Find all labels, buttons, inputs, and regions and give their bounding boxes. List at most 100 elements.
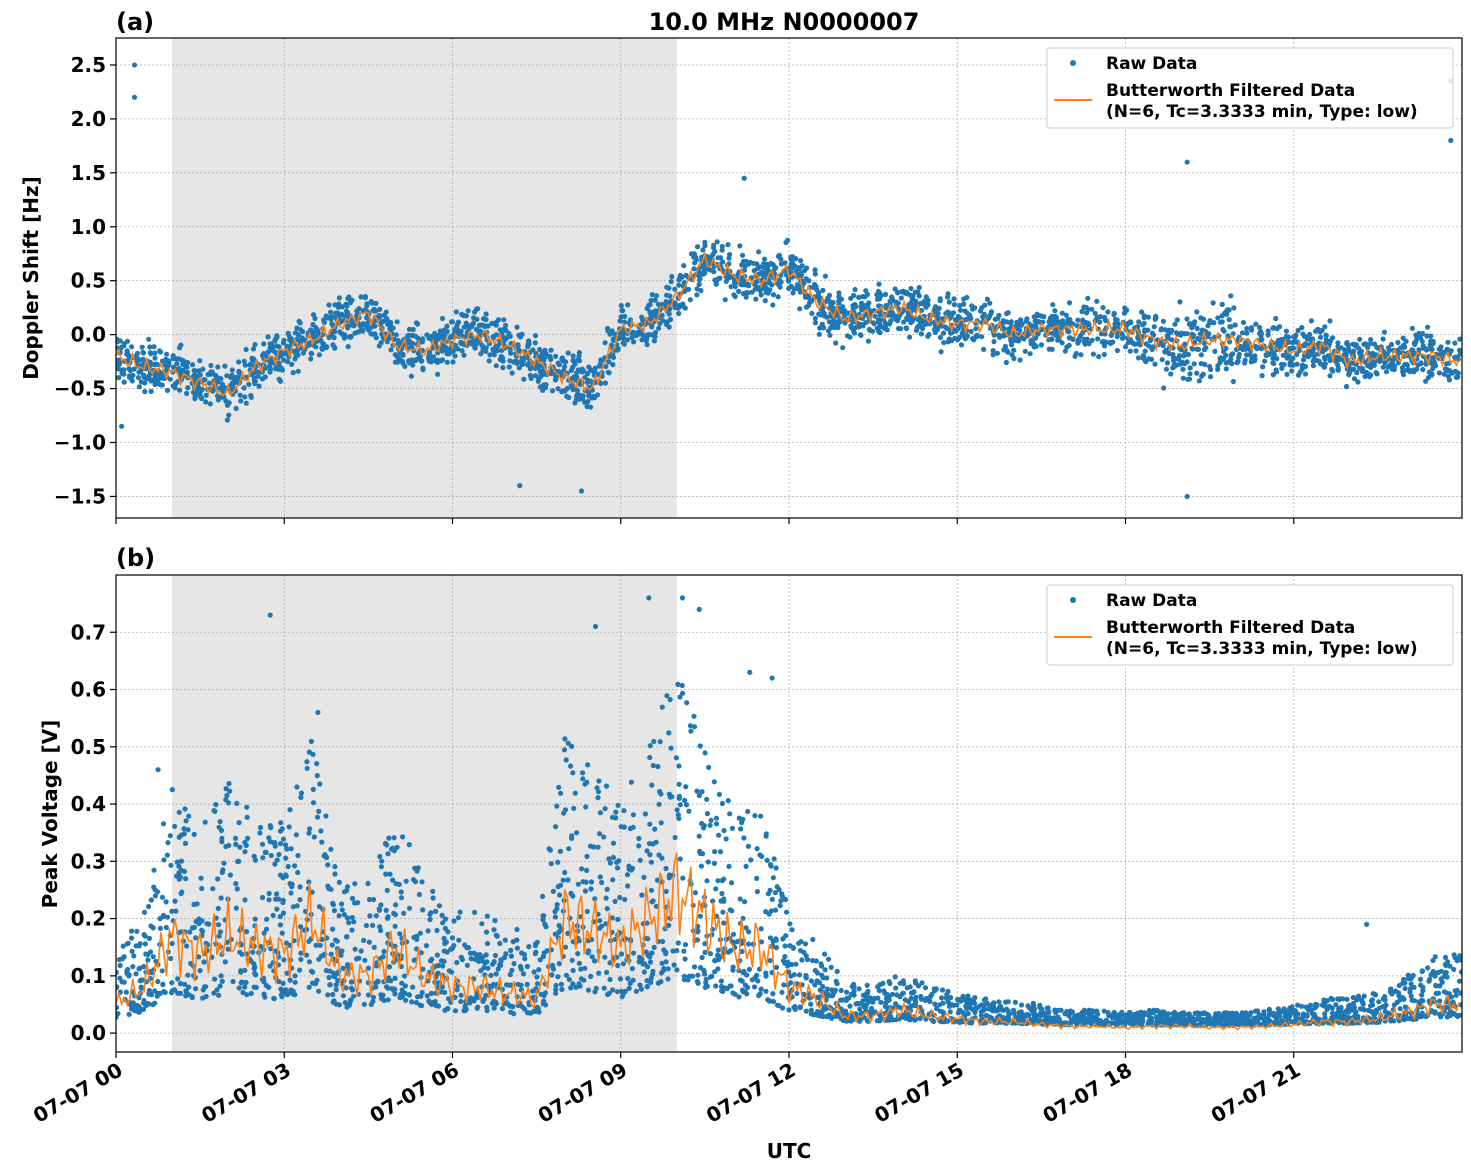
raw-data-point bbox=[618, 951, 625, 957]
raw-data-point bbox=[625, 976, 631, 982]
raw-data-point bbox=[439, 348, 445, 354]
raw-data-point bbox=[297, 327, 304, 333]
raw-data-point bbox=[981, 346, 987, 352]
raw-data-point bbox=[388, 347, 394, 353]
raw-data-point bbox=[540, 893, 546, 900]
raw-data-point bbox=[622, 896, 628, 903]
raw-data-point bbox=[304, 759, 310, 765]
raw-data-point bbox=[1372, 358, 1378, 364]
raw-data-point bbox=[449, 935, 456, 941]
raw-data-point bbox=[1290, 355, 1296, 361]
raw-data-point bbox=[1033, 325, 1039, 331]
raw-data-point bbox=[736, 288, 742, 294]
raw-data-point bbox=[537, 346, 543, 353]
raw-data-point bbox=[148, 388, 154, 394]
raw-data-point bbox=[562, 388, 568, 394]
raw-data-point bbox=[910, 990, 916, 996]
raw-data-point bbox=[825, 956, 832, 962]
raw-data-point bbox=[252, 341, 258, 348]
raw-data-point bbox=[685, 286, 692, 292]
raw-data-point bbox=[292, 356, 298, 362]
raw-data-point bbox=[620, 333, 626, 339]
raw-data-point bbox=[151, 344, 157, 350]
raw-data-point bbox=[164, 351, 170, 357]
raw-data-point bbox=[786, 969, 792, 975]
raw-data-point bbox=[726, 255, 732, 261]
raw-data-point bbox=[1139, 309, 1145, 315]
raw-data-point bbox=[1208, 319, 1214, 326]
raw-data-point bbox=[514, 945, 521, 951]
raw-data-point bbox=[586, 364, 592, 370]
raw-data-point bbox=[605, 325, 611, 332]
raw-data-point bbox=[973, 326, 979, 332]
raw-data-point bbox=[817, 325, 823, 331]
raw-data-point bbox=[570, 770, 576, 776]
raw-data-point bbox=[746, 929, 752, 935]
raw-data-point bbox=[1302, 371, 1309, 377]
raw-data-point bbox=[643, 335, 649, 341]
raw-data-point bbox=[497, 356, 503, 363]
raw-data-point bbox=[1127, 348, 1133, 354]
raw-data-point bbox=[282, 842, 289, 848]
raw-data-point bbox=[659, 938, 666, 945]
raw-data-point bbox=[349, 927, 355, 933]
raw-data-point bbox=[481, 965, 487, 971]
raw-data-point bbox=[393, 881, 399, 887]
raw-data-point bbox=[754, 261, 760, 267]
raw-data-point bbox=[524, 963, 531, 970]
raw-data-point bbox=[694, 244, 701, 250]
raw-data-point bbox=[474, 316, 480, 322]
raw-data-point bbox=[354, 308, 360, 314]
raw-data-point bbox=[1330, 368, 1336, 374]
raw-data-point bbox=[556, 961, 562, 967]
raw-data-point bbox=[874, 292, 880, 298]
raw-data-point bbox=[238, 980, 244, 986]
raw-data-point bbox=[503, 322, 509, 329]
y-tick-label: 0.0 bbox=[71, 1021, 106, 1045]
raw-data-point bbox=[368, 299, 374, 305]
raw-data-point bbox=[161, 857, 167, 863]
raw-data-point bbox=[136, 369, 142, 375]
raw-data-point bbox=[877, 330, 883, 336]
raw-data-point bbox=[319, 346, 325, 352]
raw-data-point bbox=[737, 243, 743, 249]
raw-data-point bbox=[489, 320, 495, 327]
raw-data-point bbox=[1178, 330, 1184, 336]
raw-data-point bbox=[383, 309, 389, 315]
raw-data-point bbox=[410, 326, 416, 333]
raw-data-point bbox=[920, 325, 926, 332]
raw-data-point bbox=[121, 341, 127, 347]
raw-data-point bbox=[234, 886, 240, 892]
raw-data-point bbox=[1435, 969, 1441, 976]
raw-data-point bbox=[570, 386, 576, 393]
raw-data-point bbox=[973, 333, 979, 339]
raw-data-point bbox=[364, 301, 370, 307]
raw-data-point bbox=[1064, 344, 1070, 350]
raw-data-point bbox=[1012, 999, 1019, 1005]
raw-data-point bbox=[493, 363, 499, 369]
raw-data-point bbox=[191, 372, 197, 379]
raw-data-point bbox=[652, 826, 658, 832]
raw-data-point bbox=[957, 334, 963, 340]
raw-data-point bbox=[937, 298, 943, 304]
raw-data-point bbox=[316, 352, 322, 358]
raw-data-point bbox=[1240, 346, 1246, 353]
raw-data-point bbox=[1265, 351, 1271, 357]
raw-data-point bbox=[1240, 319, 1247, 326]
raw-data-point bbox=[467, 323, 473, 329]
raw-data-point bbox=[1135, 341, 1141, 347]
raw-data-point bbox=[812, 267, 818, 273]
raw-data-point bbox=[408, 373, 414, 379]
raw-data-point bbox=[321, 317, 327, 323]
raw-data-point bbox=[250, 356, 257, 362]
raw-data-point bbox=[386, 835, 392, 841]
raw-data-point bbox=[1089, 306, 1095, 312]
raw-data-point bbox=[628, 779, 635, 785]
raw-data-point bbox=[333, 310, 339, 316]
raw-data-point bbox=[257, 824, 264, 831]
raw-data-point bbox=[332, 302, 338, 308]
raw-data-point bbox=[1418, 361, 1424, 367]
raw-data-point bbox=[557, 848, 564, 855]
raw-data-point bbox=[1063, 312, 1069, 318]
raw-data-point bbox=[461, 352, 467, 358]
